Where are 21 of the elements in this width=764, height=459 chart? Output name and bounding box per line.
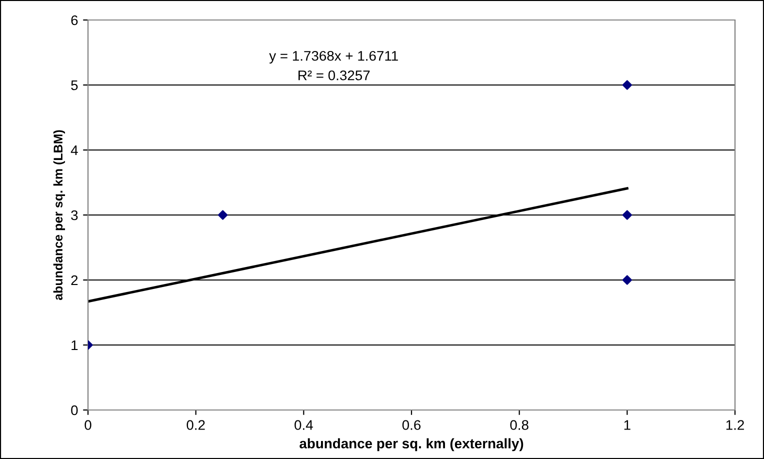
y-tick-label: 2 bbox=[71, 275, 78, 286]
point bbox=[622, 275, 632, 285]
x-tick-label: 1 bbox=[624, 420, 630, 430]
y-tick-label: 3 bbox=[71, 210, 78, 220]
y-tick-label: 0 bbox=[71, 405, 78, 416]
point bbox=[622, 210, 632, 220]
x-tick-label: 0.2 bbox=[186, 420, 205, 430]
y-axis-title: abundance per sq. km (LBM) bbox=[53, 130, 65, 300]
annotation: y = 1.7368x + 1.6711 bbox=[269, 50, 398, 64]
x-axis-title: abundance per sq. km (externally) bbox=[300, 438, 524, 452]
x-tick-label: 0.6 bbox=[402, 420, 421, 430]
y-tick-label: 1 bbox=[72, 340, 78, 350]
annotation: R² = 0.3257 bbox=[298, 70, 370, 80]
y-tick-label: 6 bbox=[71, 15, 78, 26]
point bbox=[622, 80, 632, 90]
x-tick-label: 0 bbox=[84, 420, 92, 430]
y-tick-label: 5 bbox=[71, 80, 78, 90]
x-tick-label: 0.4 bbox=[294, 420, 313, 430]
x-tick-label: 0.8 bbox=[510, 420, 528, 430]
y-tick-label: 4 bbox=[70, 145, 78, 156]
x-tick-label: 1.2 bbox=[726, 420, 744, 430]
